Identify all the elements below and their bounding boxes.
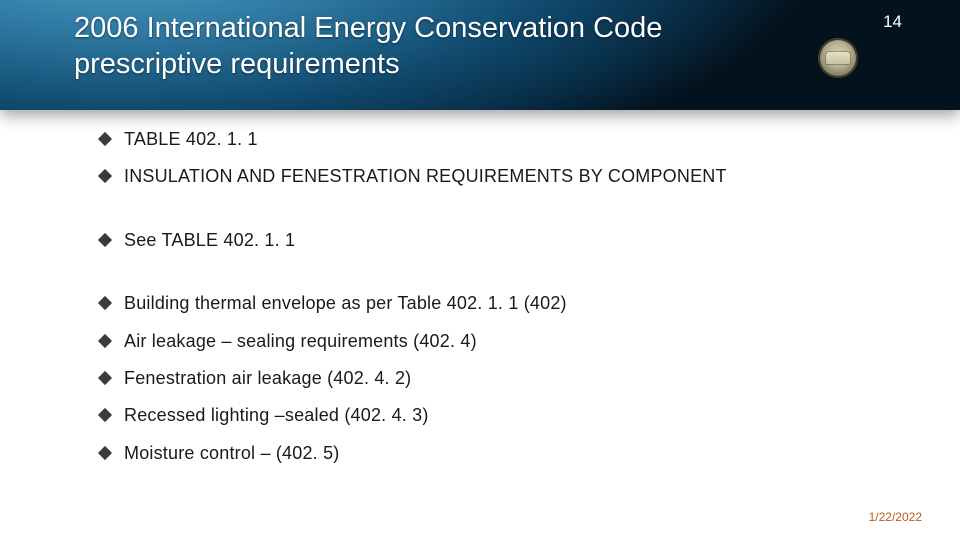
bullet-text: TABLE 402. 1. 1 bbox=[124, 128, 258, 151]
bullet-text: INSULATION AND FENESTRATION REQUIREMENTS… bbox=[124, 165, 727, 188]
list-item: Recessed lighting –sealed (402. 4. 3) bbox=[100, 404, 870, 427]
bullet-text: Air leakage – sealing requirements (402.… bbox=[124, 330, 477, 353]
list-item: Air leakage – sealing requirements (402.… bbox=[100, 330, 870, 353]
bullet-text: Fenestration air leakage (402. 4. 2) bbox=[124, 367, 411, 390]
bullet-icon bbox=[98, 408, 112, 422]
bullet-text: See TABLE 402. 1. 1 bbox=[124, 229, 295, 252]
list-item: Moisture control – (402. 5) bbox=[100, 442, 870, 465]
bullet-text: Moisture control – (402. 5) bbox=[124, 442, 340, 465]
bullet-icon bbox=[98, 371, 112, 385]
slide: 2006 International Energy Conservation C… bbox=[0, 0, 960, 540]
bullet-icon bbox=[98, 169, 112, 183]
slide-header: 2006 International Energy Conservation C… bbox=[0, 0, 960, 110]
bullet-icon bbox=[98, 132, 112, 146]
bullet-icon bbox=[98, 296, 112, 310]
list-item: TABLE 402. 1. 1 bbox=[100, 128, 870, 151]
bullet-text: Recessed lighting –sealed (402. 4. 3) bbox=[124, 404, 429, 427]
footer-date: 1/22/2022 bbox=[869, 510, 922, 524]
slide-body: TABLE 402. 1. 1 INSULATION AND FENESTRAT… bbox=[100, 128, 870, 465]
bullet-icon bbox=[98, 233, 112, 247]
bullet-icon bbox=[98, 446, 112, 460]
bullet-icon bbox=[98, 333, 112, 347]
bullet-text: Building thermal envelope as per Table 4… bbox=[124, 292, 567, 315]
slide-number: 14 bbox=[883, 12, 902, 32]
list-item: Building thermal envelope as per Table 4… bbox=[100, 292, 870, 315]
list-item: Fenestration air leakage (402. 4. 2) bbox=[100, 367, 870, 390]
list-item: INSULATION AND FENESTRATION REQUIREMENTS… bbox=[100, 165, 870, 188]
list-item: See TABLE 402. 1. 1 bbox=[100, 229, 870, 252]
seal-icon bbox=[818, 38, 858, 78]
slide-title: 2006 International Energy Conservation C… bbox=[74, 10, 714, 83]
